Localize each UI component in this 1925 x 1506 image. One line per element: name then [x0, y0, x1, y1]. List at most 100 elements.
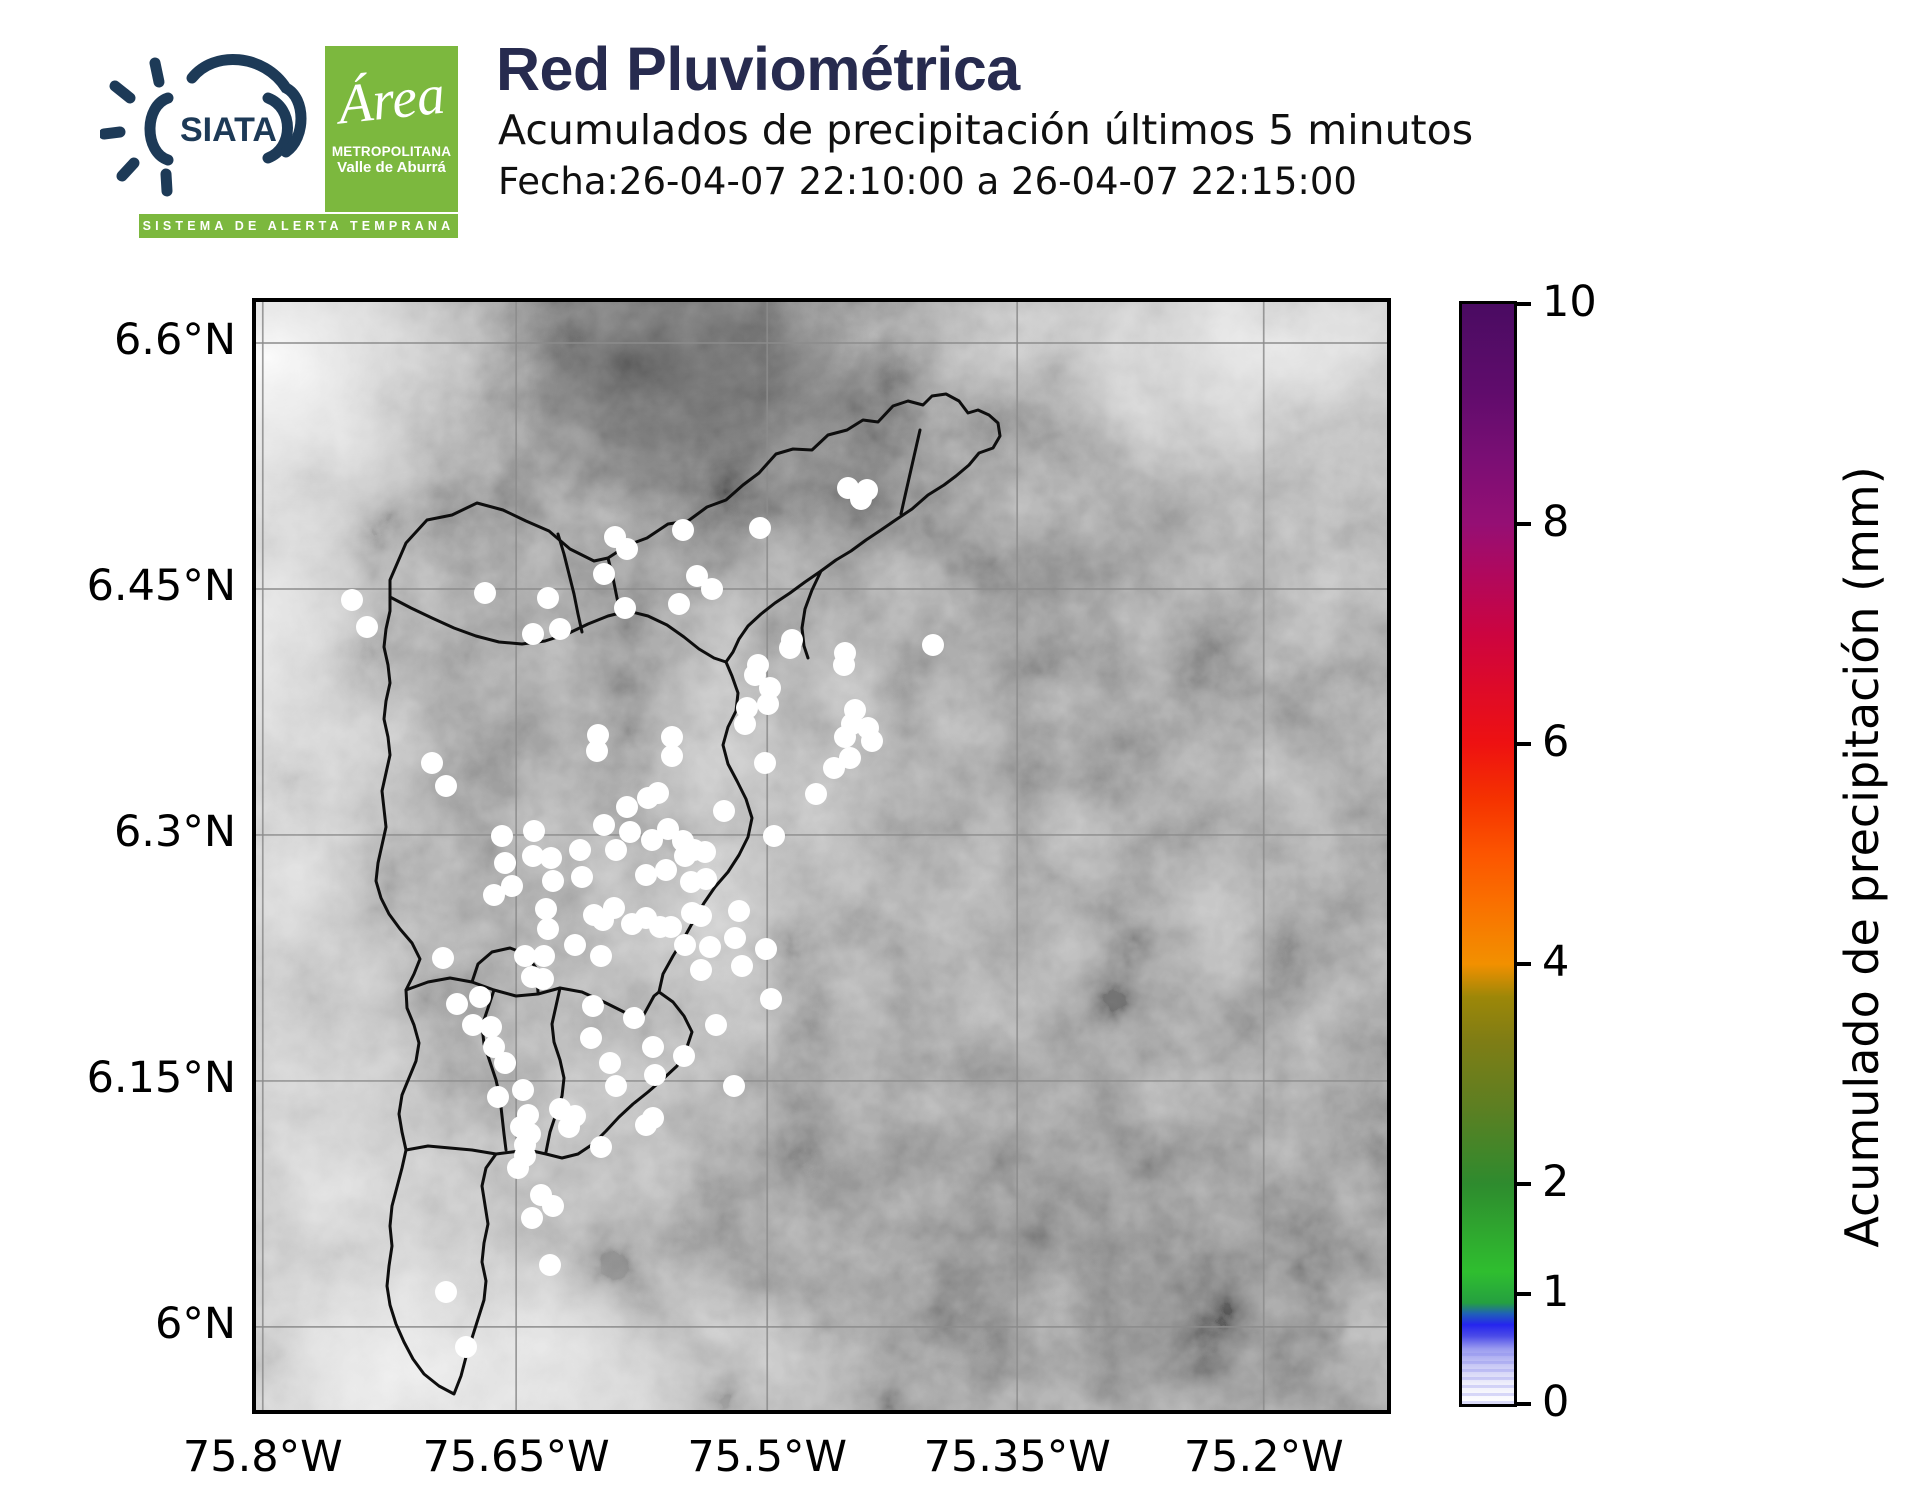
station-dot[interactable]	[674, 934, 696, 956]
station-dot[interactable]	[491, 825, 513, 847]
station-dot[interactable]	[487, 1086, 509, 1108]
station-dot[interactable]	[564, 934, 586, 956]
station-dot[interactable]	[580, 1027, 602, 1049]
station-dot[interactable]	[435, 1281, 457, 1303]
station-dot[interactable]	[647, 782, 669, 804]
station-dot[interactable]	[571, 866, 593, 888]
station-dot[interactable]	[522, 845, 544, 867]
station-dot[interactable]	[623, 1007, 645, 1029]
station-dot[interactable]	[512, 1079, 534, 1101]
station-dot[interactable]	[694, 841, 716, 863]
station-dot[interactable]	[483, 884, 505, 906]
station-dot[interactable]	[537, 918, 559, 940]
station-dot[interactable]	[655, 859, 677, 881]
station-dot[interactable]	[587, 724, 609, 746]
station-dot[interactable]	[744, 664, 766, 686]
station-dot[interactable]	[616, 538, 638, 560]
station-dot[interactable]	[644, 1064, 666, 1086]
station-dot[interactable]	[542, 870, 564, 892]
station-dot[interactable]	[535, 898, 557, 920]
station-dot[interactable]	[432, 947, 454, 969]
station-dot[interactable]	[455, 1336, 477, 1358]
station-dot[interactable]	[754, 752, 776, 774]
station-dot[interactable]	[558, 1116, 580, 1138]
station-dot[interactable]	[760, 988, 782, 1010]
station-dot[interactable]	[507, 1157, 529, 1179]
station-dot[interactable]	[605, 1075, 627, 1097]
station-dot[interactable]	[532, 968, 554, 990]
station-dot[interactable]	[841, 713, 863, 735]
station-dot[interactable]	[779, 637, 801, 659]
station-dot[interactable]	[660, 916, 682, 938]
station-dot[interactable]	[724, 927, 746, 949]
station-dot[interactable]	[614, 597, 636, 619]
station-dot[interactable]	[755, 938, 777, 960]
station-dot[interactable]	[672, 519, 694, 541]
station-dot[interactable]	[521, 1207, 543, 1229]
precipitation-map[interactable]	[252, 298, 1391, 1414]
station-dot[interactable]	[763, 825, 785, 847]
station-dot[interactable]	[695, 868, 717, 890]
station-dot[interactable]	[641, 829, 663, 851]
station-dot[interactable]	[540, 847, 562, 869]
station-dot[interactable]	[593, 814, 615, 836]
station-dot[interactable]	[539, 1254, 561, 1276]
station-dot[interactable]	[462, 1014, 484, 1036]
station-dot[interactable]	[699, 936, 721, 958]
station-dot[interactable]	[356, 616, 378, 638]
station-dot[interactable]	[469, 986, 491, 1008]
station-dot[interactable]	[435, 775, 457, 797]
station-dot[interactable]	[757, 693, 779, 715]
station-dot[interactable]	[494, 1052, 516, 1074]
station-dot[interactable]	[661, 726, 683, 748]
station-dot[interactable]	[537, 587, 559, 609]
station-dot[interactable]	[635, 864, 657, 886]
station-dot[interactable]	[731, 955, 753, 977]
station-dot[interactable]	[839, 747, 861, 769]
station-dot[interactable]	[341, 589, 363, 611]
station-dot[interactable]	[686, 565, 708, 587]
station-dot[interactable]	[635, 1114, 657, 1136]
station-dot[interactable]	[483, 1036, 505, 1058]
station-dot[interactable]	[533, 945, 555, 967]
station-dot[interactable]	[446, 993, 468, 1015]
station-dot[interactable]	[605, 839, 627, 861]
station-dot[interactable]	[642, 1036, 664, 1058]
station-dot[interactable]	[474, 582, 496, 604]
station-dot[interactable]	[728, 900, 750, 922]
station-dot[interactable]	[480, 1016, 502, 1038]
station-dot[interactable]	[668, 593, 690, 615]
station-dot[interactable]	[759, 677, 781, 699]
station-dot[interactable]	[523, 820, 545, 842]
station-dot[interactable]	[922, 634, 944, 656]
station-dot[interactable]	[501, 875, 523, 897]
station-dot[interactable]	[549, 618, 571, 640]
station-dot[interactable]	[593, 563, 615, 585]
station-dot[interactable]	[619, 821, 641, 843]
station-dot[interactable]	[522, 623, 544, 645]
station-dot[interactable]	[421, 752, 443, 774]
station-dot[interactable]	[856, 479, 878, 501]
station-dot[interactable]	[673, 1045, 695, 1067]
station-dot[interactable]	[734, 713, 756, 735]
station-dot[interactable]	[833, 654, 855, 676]
station-dot[interactable]	[657, 818, 679, 840]
station-dot[interactable]	[823, 757, 845, 779]
station-dot[interactable]	[582, 995, 604, 1017]
station-dot[interactable]	[690, 905, 712, 927]
station-dot[interactable]	[736, 697, 758, 719]
station-dot[interactable]	[616, 796, 638, 818]
station-dot[interactable]	[805, 783, 827, 805]
station-dot[interactable]	[661, 745, 683, 767]
station-dot[interactable]	[701, 578, 723, 600]
station-dot[interactable]	[861, 730, 883, 752]
station-dot[interactable]	[713, 800, 735, 822]
station-dot[interactable]	[749, 517, 771, 539]
station-dot[interactable]	[586, 740, 608, 762]
station-dot[interactable]	[723, 1075, 745, 1097]
station-dot[interactable]	[690, 959, 712, 981]
station-dot[interactable]	[603, 897, 625, 919]
station-dot[interactable]	[590, 1136, 612, 1158]
station-dot[interactable]	[542, 1195, 564, 1217]
station-dot[interactable]	[590, 945, 612, 967]
